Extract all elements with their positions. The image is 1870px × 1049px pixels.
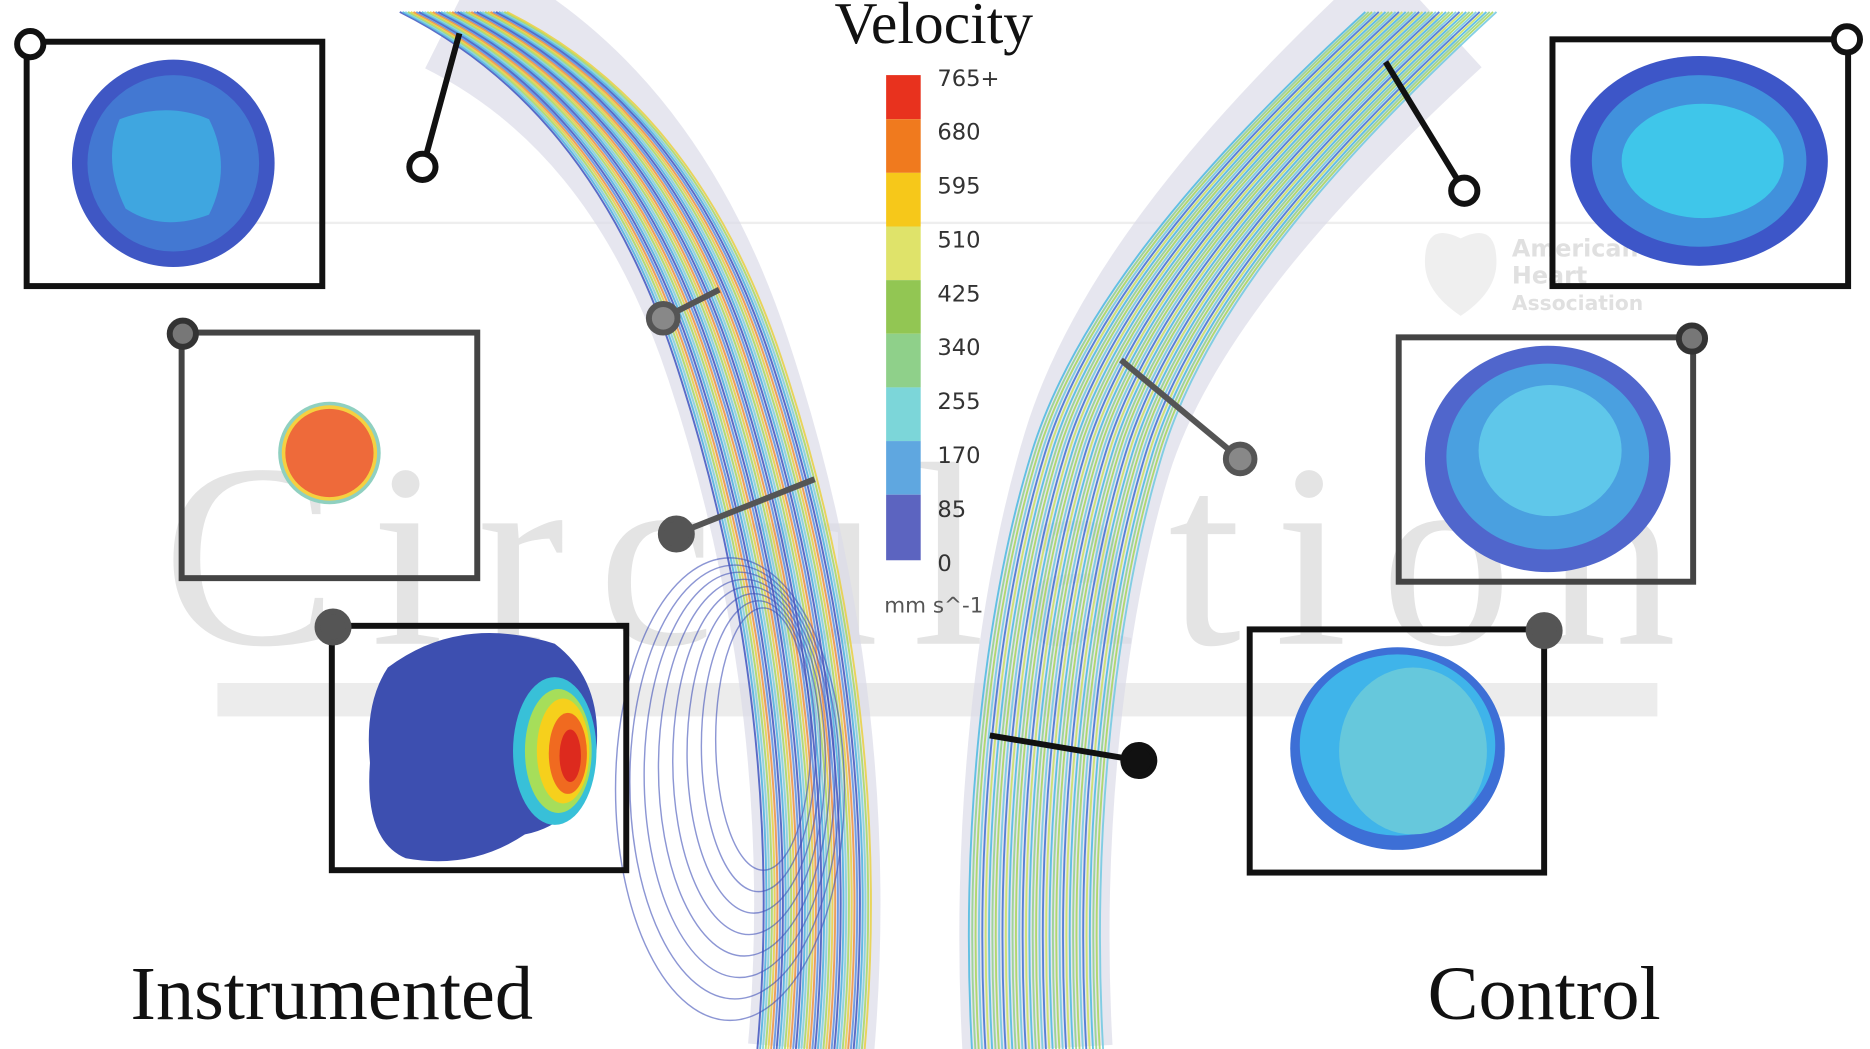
colorbar-segment — [886, 280, 921, 334]
aha-logo — [1425, 233, 1497, 316]
figure: Circulation American Heart Association 7… — [0, 0, 1870, 1049]
colorbar-label: 170 — [937, 443, 980, 469]
colorbar-segment — [886, 495, 921, 561]
colorbar-label: 340 — [937, 335, 980, 361]
colorbar-segment — [886, 387, 921, 441]
panel-label: Control — [1428, 951, 1661, 1036]
marker — [661, 519, 692, 550]
colorbar-segment — [886, 334, 921, 388]
section — [560, 730, 581, 782]
page: Circulation American Heart Association 7… — [0, 0, 1870, 1049]
colorbar-label: 425 — [937, 281, 980, 307]
colorbar — [886, 75, 921, 560]
publisher-line: Association — [1512, 291, 1643, 315]
section — [285, 409, 373, 497]
section — [1339, 668, 1487, 835]
colorbar-label: 510 — [937, 227, 980, 253]
colorbar-segment — [886, 119, 921, 173]
section — [1479, 385, 1622, 516]
watermark-publisher: American Heart Association — [1425, 233, 1643, 316]
colorbar-label: 595 — [937, 174, 980, 200]
marker — [1529, 615, 1560, 646]
watermark-line — [217, 222, 1657, 224]
colorbar-segment — [886, 441, 921, 495]
section — [1622, 104, 1784, 218]
marker — [1451, 178, 1477, 204]
colorbar-label: 255 — [937, 389, 980, 415]
colorbar-label: 680 — [937, 120, 980, 146]
marker — [1679, 325, 1705, 351]
marker — [170, 321, 196, 347]
colorbar-unit: mm s^-1 — [884, 594, 983, 619]
section — [112, 110, 221, 222]
marker — [1226, 445, 1255, 474]
marker — [1123, 745, 1154, 776]
marker — [17, 31, 43, 57]
marker — [1834, 26, 1860, 52]
marker — [409, 154, 435, 180]
colorbar-label: 85 — [937, 497, 966, 523]
colorbar-segment — [886, 75, 921, 119]
colorbar-label: 0 — [937, 551, 951, 577]
colorbar-segment — [886, 226, 921, 280]
marker — [649, 304, 678, 333]
panel-label: Instrumented — [131, 951, 534, 1036]
marker — [318, 612, 349, 643]
colorbar-label: 765+ — [937, 66, 999, 92]
colorbar-segment — [886, 173, 921, 227]
title: Velocity — [835, 0, 1034, 56]
